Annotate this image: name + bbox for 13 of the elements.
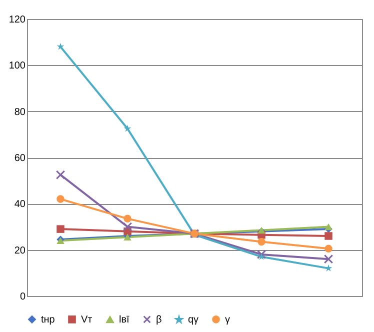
y-tick-label: 20 <box>14 245 26 256</box>
y-tick-label: 120 <box>8 14 26 26</box>
y-tick-label: 0 <box>20 292 26 302</box>
y-tick-label: 40 <box>14 199 26 210</box>
y-tick-label: 100 <box>8 60 26 72</box>
y-tick-label: 80 <box>14 106 26 118</box>
y-tick-label: 60 <box>14 153 26 164</box>
legend-label: γ <box>225 314 230 326</box>
legend-label: lвī <box>119 314 130 326</box>
legend-label: β <box>156 314 162 326</box>
legend-label: Vт <box>81 314 93 326</box>
legend-label: tнр <box>41 314 56 326</box>
legend-label: qγ <box>188 314 199 326</box>
